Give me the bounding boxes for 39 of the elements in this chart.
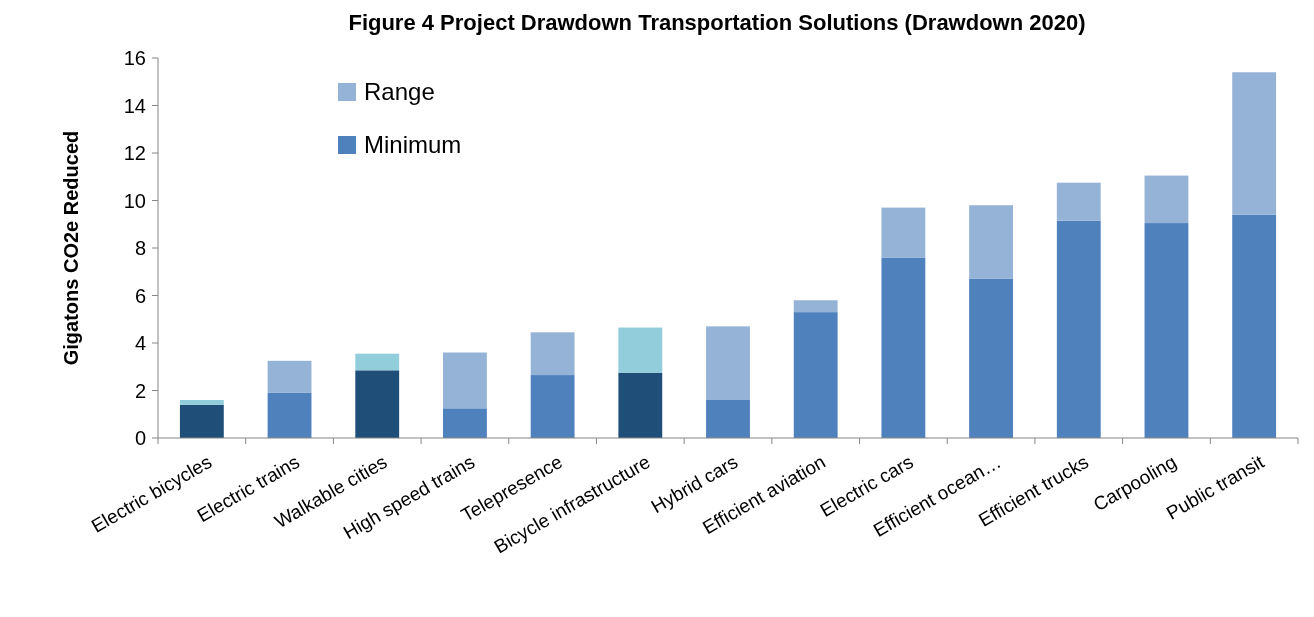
bar [1232,214,1277,438]
bar [1144,175,1189,224]
y-tick-label: 6 [134,284,146,307]
bar [969,205,1013,279]
legend-label: Range [364,78,435,106]
bar [706,400,750,438]
y-tick-label: 12 [123,142,146,164]
bar [530,332,575,376]
legend-label: Minimum [364,131,462,159]
y-tick-label: 4 [134,332,146,354]
bar [618,372,663,438]
bar [618,327,663,373]
bar [443,408,487,438]
bar [355,370,400,438]
y-tick-label: 0 [134,427,146,449]
y-tick-label: 16 [123,47,146,69]
bar [1056,220,1101,438]
y-tick-label: 2 [134,379,146,402]
y-axis-title: Gigatons CO2e Reduced [60,130,82,366]
bar [706,326,750,400]
bar [881,257,926,438]
bar [267,392,312,438]
y-tick-label: 10 [123,189,146,212]
bar [443,352,487,409]
y-tick-label: 8 [134,237,146,259]
bar [969,278,1013,438]
bar [793,312,838,438]
bar [793,300,838,313]
bar [179,404,224,438]
bar [1144,223,1189,438]
bar [179,400,224,405]
bar [530,375,575,438]
bar [1232,72,1277,215]
bar [881,207,926,258]
bar [1056,182,1101,221]
bar [355,353,400,371]
y-tick-label: 14 [123,94,146,117]
bar [267,360,312,393]
chart-title: Figure 4 Project Drawdown Transportation Solutions (Drawdown 2020) [348,10,1086,35]
